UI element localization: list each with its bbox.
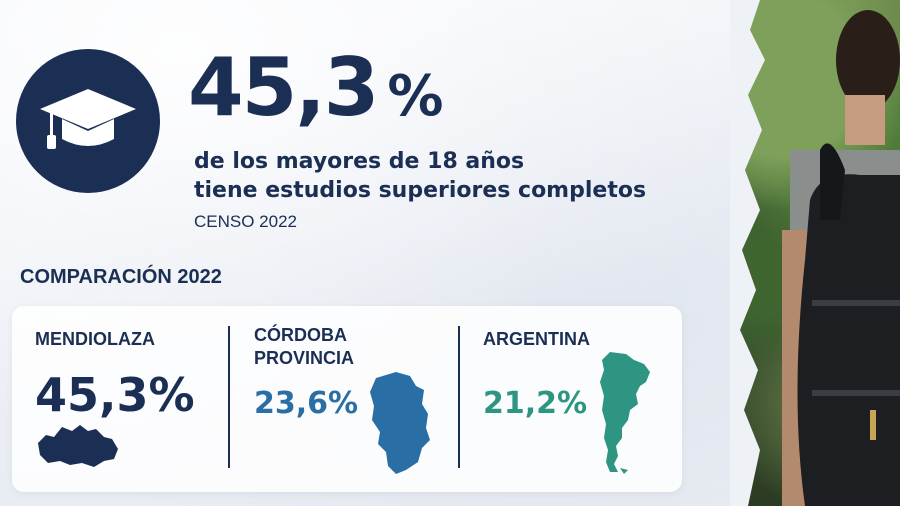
graduation-circle	[16, 49, 160, 193]
headline-line1: de los mayores de 18 años	[194, 149, 525, 174]
mendiolaza-label: MENDIOLAZA	[35, 329, 155, 349]
mendiolaza-map-icon	[38, 425, 118, 467]
student-with-backpack-illustration	[782, 10, 900, 506]
cordoba-label: CÓRDOBA PROVINCIA	[254, 324, 354, 370]
argentina-value: 21,2%	[483, 386, 588, 421]
divider-2	[458, 326, 460, 468]
cordoba-map-icon	[370, 372, 430, 474]
cordoba-label-line1: CÓRDOBA	[254, 325, 347, 345]
comparison-title: COMPARACIÓN 2022	[20, 266, 222, 288]
headline-percent-sign: %	[387, 64, 443, 129]
headline-number: 45,3 %	[188, 41, 444, 134]
headline-line2: tiene estudios superiores completos	[194, 178, 647, 203]
cordoba-label-line2: PROVINCIA	[254, 348, 355, 368]
headline-value: 45,3	[188, 41, 379, 134]
torn-paper-edge	[730, 0, 765, 506]
graduation-cap-icon	[40, 89, 136, 149]
argentina-label: ARGENTINA	[483, 329, 590, 349]
mendiolaza-value: 45,3%	[35, 368, 195, 422]
comparison-card: MENDIOLAZA 45,3% CÓRDOBA PROVINCIA 23,6%…	[12, 306, 682, 492]
source-label: CENSO 2022	[194, 212, 297, 231]
argentina-map-icon	[600, 352, 650, 474]
divider-1	[228, 326, 230, 468]
student-photo	[730, 0, 900, 506]
cordoba-value: 23,6%	[254, 386, 359, 421]
